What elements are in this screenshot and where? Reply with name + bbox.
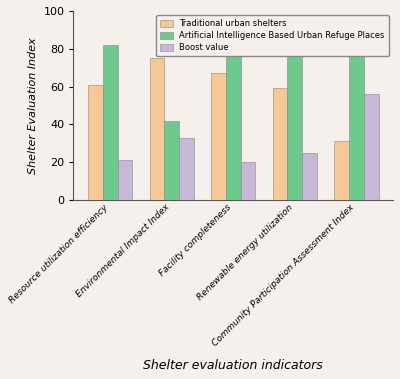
Legend: Traditional urban shelters, Artificial Intelligence Based Urban Refuge Places, B: Traditional urban shelters, Artificial I…	[156, 15, 389, 56]
Bar	[150, 58, 164, 200]
Bar	[364, 94, 378, 200]
Bar	[179, 138, 194, 200]
Bar	[226, 36, 241, 200]
Bar	[241, 162, 256, 200]
Bar	[211, 73, 226, 200]
X-axis label: Shelter evaluation indicators: Shelter evaluation indicators	[143, 359, 323, 372]
Bar	[349, 36, 364, 200]
Bar	[118, 160, 132, 200]
Y-axis label: Shelter Evaluation Index: Shelter Evaluation Index	[28, 37, 38, 174]
Bar	[103, 45, 118, 200]
Bar	[273, 88, 288, 200]
Bar	[334, 141, 349, 200]
Bar	[288, 39, 302, 200]
Bar	[88, 85, 103, 200]
Bar	[302, 153, 317, 200]
Bar	[164, 121, 179, 200]
